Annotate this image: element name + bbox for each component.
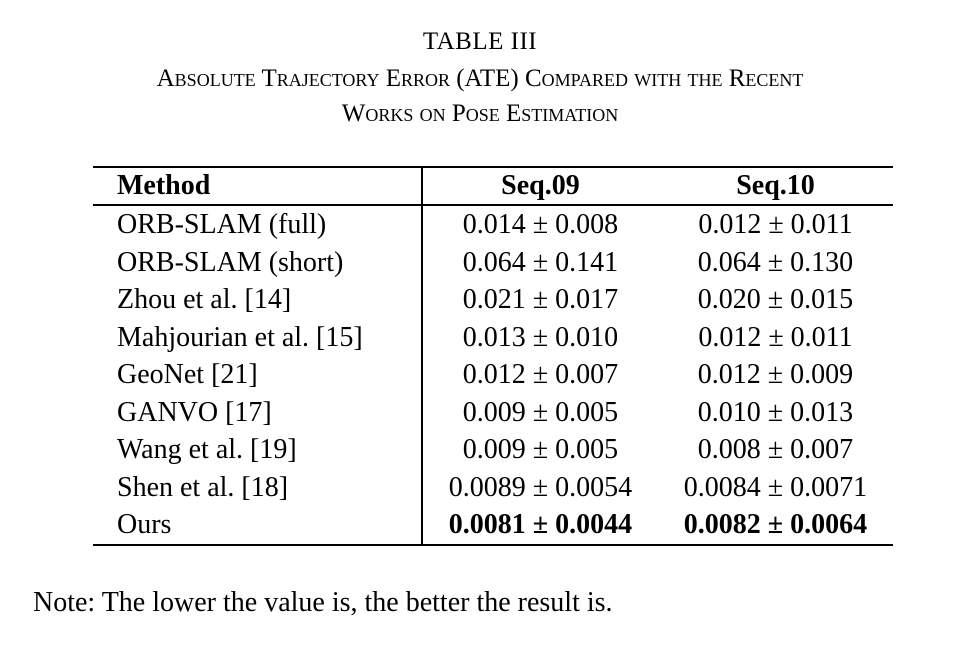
table-row: ORB-SLAM (full) 0.014 ± 0.008 0.012 ± 0.… (93, 205, 893, 244)
seq09-cell: 0.0089 ± 0.0054 (448, 471, 633, 503)
seq09-cell: 0.013 ± 0.010 (462, 321, 619, 353)
method-cell: GeoNet [21] (93, 356, 423, 394)
table-row: GeoNet [21] 0.012 ± 0.007 0.012 ± 0.009 (93, 356, 893, 394)
seq10-cell-best: 0.0082 ± 0.0064 (683, 509, 868, 540)
seq09-cell: 0.014 ± 0.008 (462, 209, 619, 240)
table-row: Zhou et al. [14] 0.021 ± 0.017 0.020 ± 0… (93, 281, 893, 319)
method-cell: ORB-SLAM (full) (93, 205, 423, 244)
seq10-cell: 0.012 ± 0.009 (697, 359, 854, 390)
seq09-cell: 0.009 ± 0.005 (462, 396, 619, 428)
seq10-cell: 0.008 ± 0.007 (697, 434, 854, 465)
table-row: Shen et al. [18] 0.0089 ± 0.0054 0.0084 … (93, 468, 893, 506)
seq09-cell: 0.021 ± 0.017 (462, 284, 619, 315)
seq09-cell: 0.064 ± 0.141 (462, 246, 619, 278)
table-row: Mahjourian et al. [15] 0.013 ± 0.010 0.0… (93, 318, 893, 356)
method-cell: Shen et al. [18] (93, 468, 423, 506)
seq09-cell-best: 0.0081 ± 0.0044 (448, 509, 633, 540)
method-cell: Mahjourian et al. [15] (93, 318, 423, 356)
seq10-cell: 0.0084 ± 0.0071 (683, 471, 868, 503)
method-cell: ORB-SLAM (short) (93, 243, 423, 281)
table-row: ORB-SLAM (short) 0.064 ± 0.141 0.064 ± 0… (93, 243, 893, 281)
seq10-cell: 0.012 ± 0.011 (698, 321, 853, 353)
seq10-cell: 0.010 ± 0.013 (697, 396, 854, 428)
seq09-cell: 0.012 ± 0.007 (462, 359, 619, 390)
table-title-line-1: Absolute Trajectory Error (ATE) Compared… (156, 65, 804, 92)
seq10-cell: 0.020 ± 0.015 (697, 284, 854, 315)
method-cell: Ours (93, 506, 423, 545)
seq10-cell: 0.012 ± 0.011 (698, 209, 853, 240)
table-title-line-2: Works on Pose Estimation (341, 100, 619, 127)
table-note: Note: The lower the value is, the better… (33, 587, 613, 618)
table-row: Wang et al. [19] 0.009 ± 0.005 0.008 ± 0… (93, 431, 893, 469)
seq09-cell: 0.009 ± 0.005 (462, 434, 619, 465)
method-cell: Zhou et al. [14] (93, 281, 423, 319)
ate-comparison-table: Method Seq.09 Seq.10 ORB-SLAM (full) 0.0… (93, 166, 893, 546)
method-cell: Wang et al. [19] (93, 431, 423, 469)
table-header-row: Method Seq.09 Seq.10 (93, 167, 893, 205)
seq10-cell: 0.064 ± 0.130 (697, 246, 854, 278)
header-method: Method (93, 167, 423, 205)
table-row-ours: Ours 0.0081 ± 0.0044 0.0082 ± 0.0064 (93, 506, 893, 545)
table-label: TABLE III (422, 28, 538, 55)
method-cell: GANVO [17] (93, 393, 423, 431)
header-seq09: Seq.09 (501, 170, 580, 201)
table-row: GANVO [17] 0.009 ± 0.005 0.010 ± 0.013 (93, 393, 893, 431)
header-seq10: Seq.10 (736, 170, 815, 201)
